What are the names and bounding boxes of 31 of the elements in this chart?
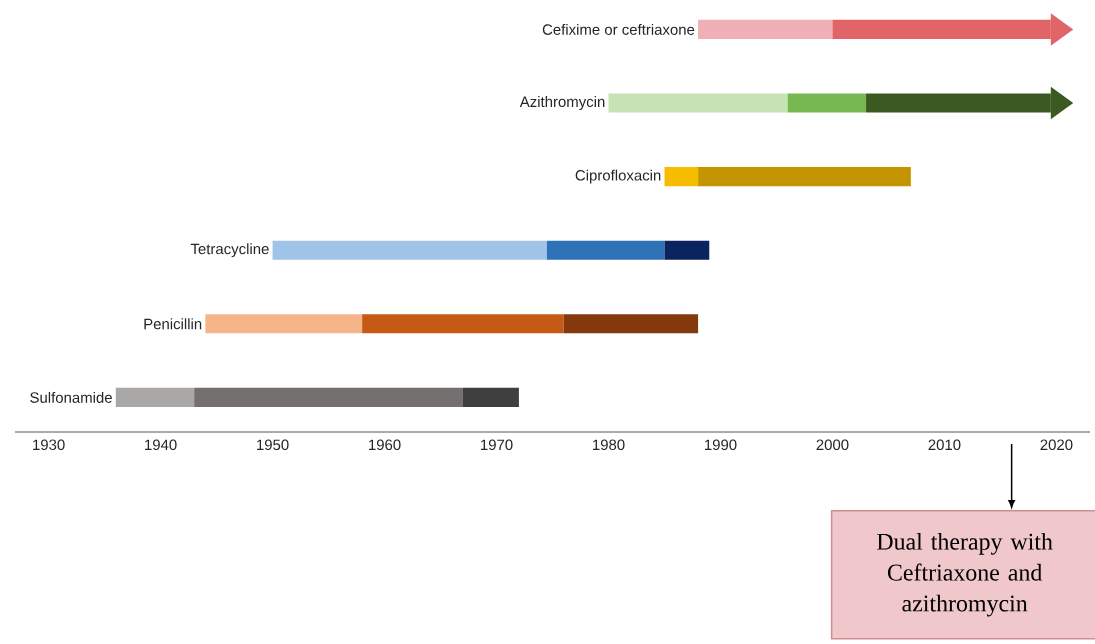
y-tick-label: Sulfonamide	[30, 391, 112, 403]
bar	[787, 93, 867, 113]
y-tick-label: Tetracycline	[190, 243, 269, 258]
x-tick-label: 1950	[257, 439, 289, 451]
x-tick-label: 2010	[928, 439, 961, 451]
bar	[664, 167, 699, 187]
x-tick-label: 1980	[593, 439, 625, 451]
y-tick-label: Azithromycin	[519, 96, 605, 110]
x-tick-label: 1930	[33, 439, 65, 451]
x-tick-label: 2020	[1040, 439, 1073, 451]
bar	[608, 93, 788, 113]
x-tick-label: 1990	[705, 439, 737, 451]
x-tick-label: 1970	[481, 439, 513, 451]
x-tick-label: 1940	[145, 439, 177, 451]
bar	[194, 387, 463, 407]
x-tick-label: 2000	[816, 439, 849, 451]
y-tick-label: Cefixime or ceftriaxone	[542, 23, 695, 35]
bar	[362, 314, 564, 334]
bar	[664, 240, 710, 260]
bar	[698, 167, 911, 187]
bar	[546, 240, 665, 260]
bar	[563, 314, 699, 334]
bar	[205, 314, 363, 334]
bar	[272, 240, 547, 260]
bar	[115, 387, 195, 407]
bar	[698, 19, 833, 39]
y-tick-label: Ciprofloxacin	[575, 169, 661, 184]
text: Dual therapy with Ceftriaxone and azithromycin	[877, 532, 1053, 617]
x-tick-label: 1960	[369, 439, 401, 451]
y-tick-label: Penicillin	[144, 318, 202, 330]
bar	[462, 387, 519, 407]
